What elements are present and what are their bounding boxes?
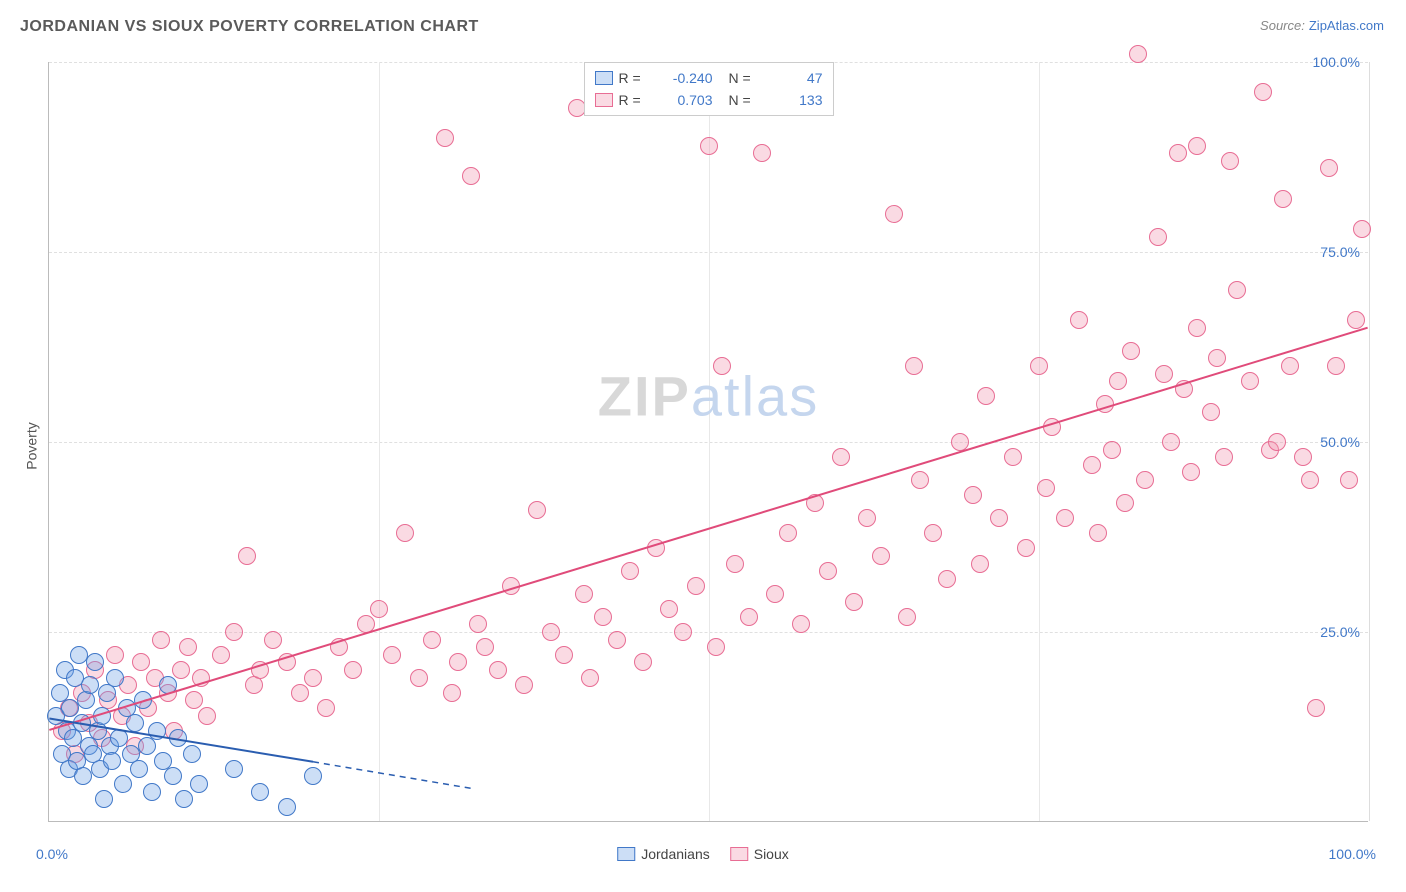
y-axis-label: Poverty (24, 422, 40, 469)
swatch-sioux-icon (730, 847, 748, 861)
legend-row-sioux: R =0.703 N =133 (595, 89, 823, 111)
sioux-point (1129, 45, 1147, 63)
correlation-legend: R =-0.240 N =47 R =0.703 N =133 (584, 62, 834, 116)
trend-lines (49, 62, 1368, 821)
swatch-sioux (595, 93, 613, 107)
x-tick-first: 0.0% (36, 846, 68, 862)
gridline-v (1369, 62, 1370, 821)
chart-title: JORDANIAN VS SIOUX POVERTY CORRELATION C… (20, 18, 479, 36)
plot-area: ZIPatlas R =-0.240 N =47 R =0.703 N =133… (48, 62, 1368, 822)
legend-row-jordanians: R =-0.240 N =47 (595, 67, 823, 89)
series-legend: Jordanians Sioux (617, 846, 789, 862)
source-link[interactable]: ZipAtlas.com (1309, 18, 1384, 33)
x-tick-last: 100.0% (1329, 846, 1376, 862)
source-label: Source:ZipAtlas.com (1260, 18, 1384, 33)
legend-item-jordanians: Jordanians (617, 846, 710, 862)
swatch-jordanians-icon (617, 847, 635, 861)
swatch-jordanians (595, 71, 613, 85)
legend-item-sioux: Sioux (730, 846, 789, 862)
